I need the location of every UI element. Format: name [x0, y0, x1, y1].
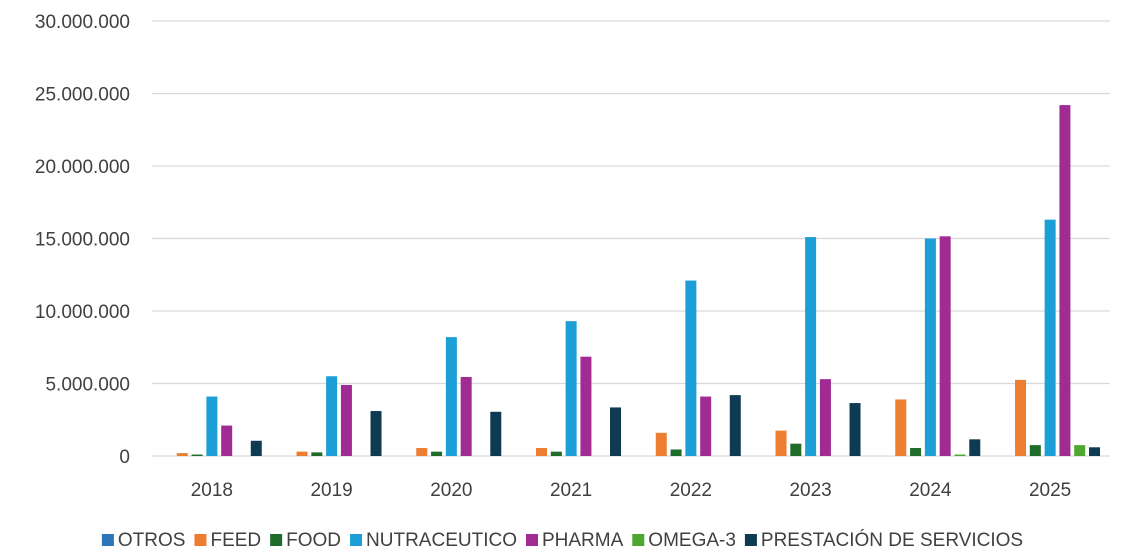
- bar-pharma-2023: [819, 379, 831, 456]
- x-tick-label: 2021: [550, 480, 592, 501]
- bar-prestaci-n-de-servicios-2018: [250, 440, 262, 456]
- bar-feed-2024: [895, 399, 907, 456]
- legend-swatch: [525, 534, 538, 546]
- x-tick-label: 2022: [670, 480, 712, 501]
- x-tick-label: 2019: [310, 480, 352, 501]
- bar-feed-2020: [416, 448, 428, 456]
- bar-pharma-2022: [700, 396, 712, 456]
- bar-pharma-2020: [460, 376, 472, 456]
- bar-food-2021: [550, 451, 562, 456]
- bar-omega-3-2024: [954, 454, 966, 456]
- bar-food-2024: [910, 448, 922, 456]
- bar-pharma-2025: [1059, 105, 1071, 456]
- y-axis-tick-labels: 0 5.000.000 10.000.000 15.000.000 20.000.000…: [35, 12, 130, 468]
- bar-nutraceutico-2023: [805, 237, 817, 456]
- x-tick-label: 2018: [191, 480, 233, 501]
- bar-nutraceutico-2022: [685, 280, 697, 456]
- legend-label: OMEGA-3: [648, 530, 736, 551]
- legend-label: FOOD: [286, 530, 341, 551]
- y-tick-label: 0: [119, 447, 130, 468]
- bar-pharma-2024: [939, 236, 951, 456]
- legend-swatch: [744, 534, 757, 546]
- legend-swatch: [350, 534, 363, 546]
- legend-label: NUTRACEUTICO: [366, 530, 517, 551]
- legend-item: FEED: [194, 530, 261, 551]
- legend-item: OMEGA-3: [632, 530, 736, 551]
- y-tick-label: 30.000.000: [35, 12, 130, 33]
- legend-label: OTROS: [118, 530, 186, 551]
- y-tick-label: 5.000.000: [45, 375, 130, 396]
- x-axis-tick-labels: 2018 2019 2020 2021 2022 2023 2024 2025: [191, 480, 1072, 501]
- x-tick-label: 2020: [430, 480, 472, 501]
- bar-feed-2019: [296, 451, 308, 456]
- bar-feed-2022: [655, 432, 667, 456]
- y-tick-label: 25.000.000: [35, 85, 130, 106]
- bar-nutraceutico-2020: [445, 337, 457, 456]
- bar-nutraceutico-2025: [1044, 219, 1056, 456]
- bar-food-2022: [670, 449, 682, 456]
- legend: OTROS FEED FOOD NUTRACEUTICO PHARMA OMEGA-3 PR…: [101, 529, 1023, 551]
- bar-nutraceutico-2019: [326, 376, 338, 456]
- bar-food-2020: [431, 451, 443, 456]
- bar-pharma-2018: [221, 425, 233, 456]
- bar-food-2025: [1029, 445, 1041, 456]
- bar-prestaci-n-de-servicios-2024: [969, 439, 981, 456]
- bar-nutraceutico-2024: [924, 238, 936, 456]
- legend-item: PHARMA: [525, 530, 624, 551]
- legend-item: FOOD: [270, 530, 341, 551]
- legend-swatch: [101, 534, 114, 546]
- legend-label: PHARMA: [542, 530, 624, 551]
- bar-feed-2021: [536, 448, 548, 456]
- legend-item: PRESTACIÓN DE SERVICIOS: [744, 529, 1023, 551]
- bars: [176, 105, 1101, 456]
- bar-prestaci-n-de-servicios-2019: [370, 411, 382, 456]
- bar-nutraceutico-2021: [565, 321, 577, 456]
- x-tick-label: 2023: [789, 480, 831, 501]
- bar-food-2019: [311, 452, 323, 456]
- bar-prestaci-n-de-servicios-2022: [729, 395, 741, 456]
- legend-item: NUTRACEUTICO: [350, 530, 517, 551]
- bar-prestaci-n-de-servicios-2021: [610, 407, 622, 456]
- legend-swatch: [194, 534, 207, 546]
- legend-label: FEED: [210, 530, 261, 551]
- bar-prestaci-n-de-servicios-2025: [1089, 447, 1101, 456]
- legend-swatch: [632, 534, 645, 546]
- bar-feed-2025: [1015, 379, 1027, 456]
- bar-nutraceutico-2018: [206, 396, 218, 456]
- legend-item: OTROS: [101, 530, 186, 551]
- legend-swatch: [270, 534, 283, 546]
- bar-prestaci-n-de-servicios-2023: [849, 403, 861, 456]
- bar-prestaci-n-de-servicios-2020: [490, 411, 502, 456]
- bar-food-2018: [191, 454, 203, 456]
- bar-pharma-2021: [580, 356, 592, 456]
- bar-feed-2018: [176, 453, 188, 456]
- y-tick-label: 10.000.000: [35, 302, 130, 323]
- bar-food-2023: [790, 443, 802, 456]
- bar-pharma-2019: [340, 384, 352, 456]
- bar-feed-2023: [775, 430, 787, 456]
- bar-omega-3-2025: [1074, 445, 1086, 456]
- gridlines: [152, 20, 1110, 457]
- y-tick-label: 20.000.000: [35, 157, 130, 178]
- legend-label: PRESTACIÓN DE SERVICIOS: [761, 529, 1023, 551]
- x-tick-label: 2024: [909, 480, 952, 501]
- y-tick-label: 15.000.000: [35, 230, 130, 251]
- x-tick-label: 2025: [1029, 480, 1071, 501]
